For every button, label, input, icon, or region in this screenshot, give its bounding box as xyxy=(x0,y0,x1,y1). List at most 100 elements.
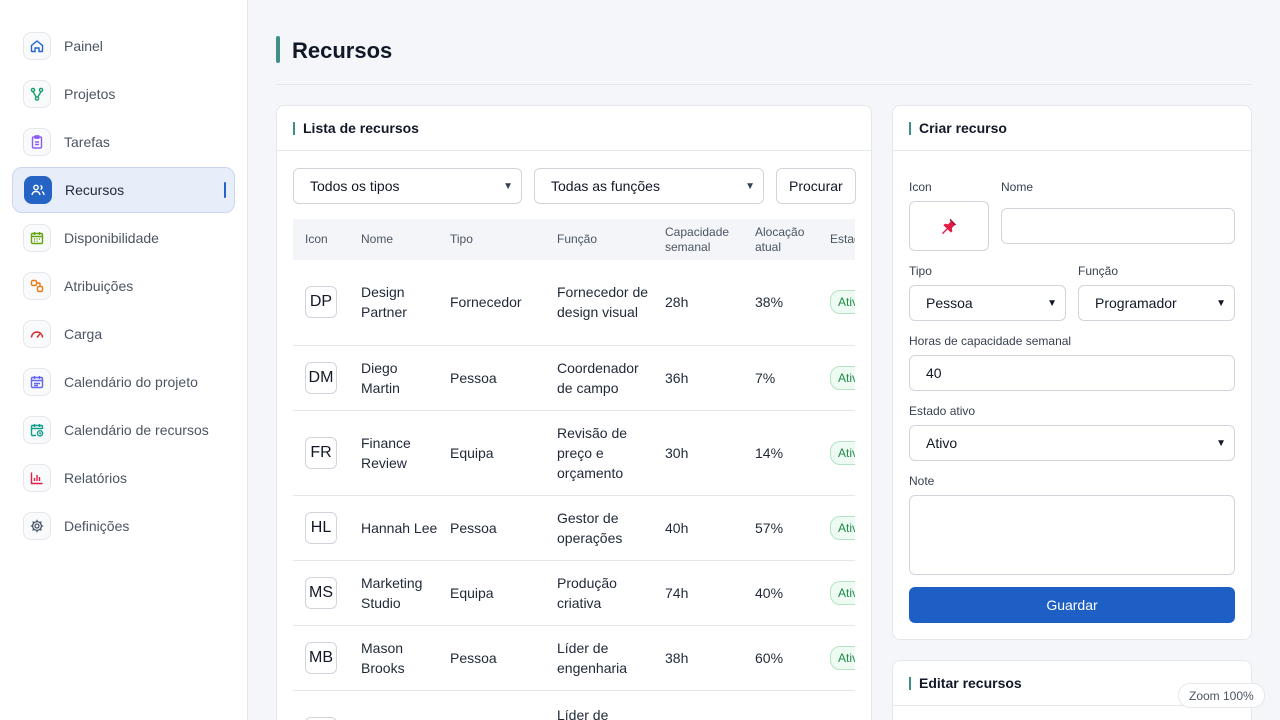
type-cell: Pessoa xyxy=(438,625,545,691)
status-badge: Ativo xyxy=(830,645,855,670)
page-header: Recursos xyxy=(276,36,1252,85)
role-cell: Líder de xyxy=(545,690,653,720)
role-select[interactable]: Programador ▼ xyxy=(1078,285,1235,321)
status-badge: Ativo xyxy=(830,290,855,315)
sidebar-item-label: Definições xyxy=(64,518,130,534)
avatar: MB xyxy=(305,641,337,674)
note-textarea[interactable] xyxy=(909,495,1235,575)
table-row[interactable]: DP Design Partner Fornecedor Fornecedor … xyxy=(293,260,855,346)
sidebar-item-label: Recursos xyxy=(65,182,125,198)
save-button[interactable]: Guardar xyxy=(909,587,1235,623)
allocation-cell: 38% xyxy=(743,260,818,346)
allocation-cell: 60% xyxy=(743,625,818,691)
table-row[interactable]: HL Hannah Lee Pessoa Gestor de operações… xyxy=(293,495,855,561)
gauge-icon xyxy=(23,320,51,348)
capacity-cell xyxy=(653,690,743,720)
sidebar-item-painel[interactable]: Painel xyxy=(12,23,235,69)
link-icon xyxy=(23,272,51,300)
table-row[interactable]: N Líder de xyxy=(293,690,855,720)
table-row[interactable]: FR Finance Review Equipa Revisão de preç… xyxy=(293,410,855,496)
role-cell: Líder de engenharia xyxy=(545,625,653,691)
type-select[interactable]: Pessoa ▼ xyxy=(909,285,1066,321)
column-header-role[interactable]: Função xyxy=(557,232,598,246)
card-header: Editar recursos xyxy=(893,661,1251,706)
sidebar-item-label: Carga xyxy=(64,326,103,342)
capacity-label: Horas de capacidade semanal xyxy=(909,334,1072,348)
table-row[interactable]: MS Marketing Studio Equipa Produção cria… xyxy=(293,560,855,626)
card-header: Criar recurso xyxy=(893,106,1251,151)
name-input[interactable] xyxy=(1001,208,1235,244)
card-header-accent xyxy=(909,121,911,135)
allocation-cell: 40% xyxy=(743,560,818,626)
sidebar-item-label: Painel xyxy=(64,38,103,54)
sidebar-item-tarefas[interactable]: Tarefas xyxy=(12,119,235,165)
allocation-cell: 7% xyxy=(743,345,818,411)
calendar-project-icon xyxy=(23,368,51,396)
note-label: Note xyxy=(909,474,935,488)
capacity-cell: 40h xyxy=(653,495,743,561)
type-filter-select[interactable]: Todos os tipos ▼ xyxy=(293,168,522,204)
column-header-capacity[interactable]: Capacidade semanal xyxy=(665,224,730,254)
avatar xyxy=(305,716,337,720)
chevron-down-icon: ▼ xyxy=(1216,437,1226,449)
title-accent xyxy=(276,36,280,63)
column-header-name[interactable]: Nome xyxy=(361,232,394,246)
icon-cell: MB xyxy=(293,625,349,691)
name-cell: Finance Review xyxy=(349,410,438,496)
role-filter-value: Todas as funções xyxy=(551,178,660,194)
name-cell: Design Partner xyxy=(349,260,438,346)
icon-picker-button[interactable] xyxy=(909,201,989,251)
zoom-indicator[interactable]: Zoom 100% xyxy=(1178,683,1265,708)
avatar: HL xyxy=(305,511,337,544)
sidebar-item-relatorios[interactable]: Relatórios xyxy=(12,455,235,501)
card-title: Editar recursos xyxy=(919,675,1022,691)
column-header-type[interactable]: Tipo xyxy=(450,232,473,246)
sidebar-item-atribuicoes[interactable]: Atribuições xyxy=(12,263,235,309)
sidebar-item-calendario-projeto[interactable]: Calendário do projeto xyxy=(12,359,235,405)
resource-table: Icon Nome Tipo Função Capacidade semanal… xyxy=(293,219,855,720)
role-cell: Produção criativa xyxy=(545,560,653,626)
sidebar-item-definicoes[interactable]: Definições xyxy=(12,503,235,549)
page-title: Recursos xyxy=(292,38,393,63)
active-select-value: Ativo xyxy=(926,435,958,451)
sidebar-item-disponibilidade[interactable]: Disponibilidade xyxy=(12,215,235,261)
card-title: Criar recurso xyxy=(919,120,1007,136)
icon-cell: DP xyxy=(293,260,349,346)
active-select[interactable]: Ativo ▼ xyxy=(909,425,1235,461)
sidebar-item-carga[interactable]: Carga xyxy=(12,311,235,357)
status-badge: Ativo xyxy=(830,580,855,605)
card-header-accent xyxy=(293,121,295,135)
bar-chart-icon xyxy=(23,464,51,492)
status-cell: Ativo xyxy=(818,345,855,411)
type-filter-value: Todos os tipos xyxy=(310,178,400,194)
icon-label: Icon xyxy=(909,180,932,194)
capacity-cell: 38h xyxy=(653,625,743,691)
sidebar-item-projetos[interactable]: Projetos xyxy=(12,71,235,117)
capacity-cell: 74h xyxy=(653,560,743,626)
card-header-accent xyxy=(909,676,911,690)
status-cell xyxy=(818,690,855,720)
sidebar-item-label: Calendário de recursos xyxy=(64,422,209,438)
sidebar-item-recursos[interactable]: Recursos xyxy=(12,167,235,213)
resource-table-container[interactable]: Icon Nome Tipo Função Capacidade semanal… xyxy=(293,219,855,720)
capacity-input[interactable]: 40 xyxy=(909,355,1235,391)
role-filter-select[interactable]: Todas as funções ▼ xyxy=(534,168,764,204)
search-button[interactable]: Procurar xyxy=(776,168,856,204)
column-header-status[interactable]: Estado xyxy=(830,232,855,246)
sidebar-item-label: Disponibilidade xyxy=(64,230,159,246)
status-cell: Ativo xyxy=(818,625,855,691)
column-header-allocation[interactable]: Alocação atual xyxy=(755,224,805,254)
chevron-down-icon: ▼ xyxy=(503,180,513,192)
sidebar-item-calendario-recursos[interactable]: Calendário de recursos xyxy=(12,407,235,453)
type-cell: Equipa xyxy=(438,560,545,626)
pushpin-icon xyxy=(942,218,957,234)
filters-bar: Todos os tipos ▼ Todas as funções ▼ Proc… xyxy=(293,168,856,204)
capacity-cell: 36h xyxy=(653,345,743,411)
table-row[interactable]: MB Mason Brooks Pessoa Líder de engenhar… xyxy=(293,625,855,691)
card-header: Lista de recursos xyxy=(277,106,871,151)
column-header-icon: Icon xyxy=(305,232,328,246)
table-row[interactable]: DM Diego Martin Pessoa Coordenador de ca… xyxy=(293,345,855,411)
role-cell: Coordenador de campo xyxy=(545,345,653,411)
capacity-cell: 30h xyxy=(653,410,743,496)
chevron-down-icon: ▼ xyxy=(1047,297,1057,309)
